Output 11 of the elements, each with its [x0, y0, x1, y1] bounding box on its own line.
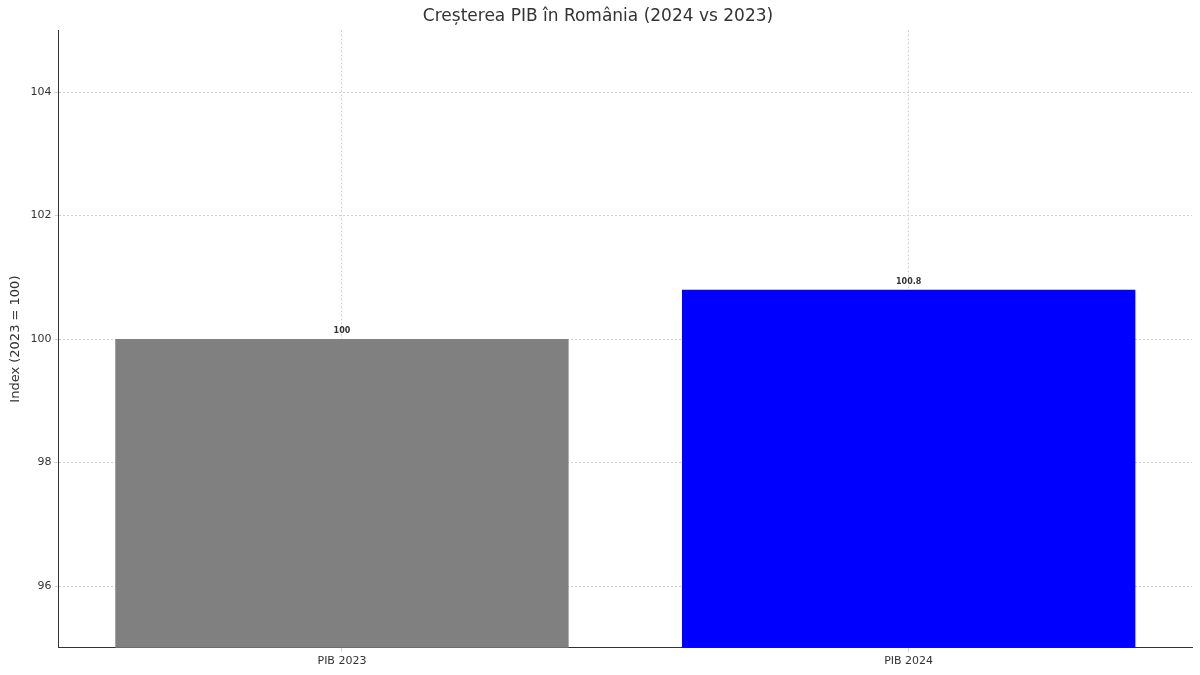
- y-tick-label: 100: [30, 331, 52, 345]
- y-tick-label: 98: [37, 455, 52, 469]
- data-label: 100: [333, 326, 351, 336]
- y-axis-title: Index (2023 = 100): [7, 275, 23, 403]
- x-tick-label: PIB 2024: [884, 654, 934, 668]
- data-label: 100.8: [895, 276, 922, 286]
- y-tick-label: 104: [30, 85, 52, 98]
- y-tick-label: 96: [37, 578, 52, 592]
- x-tick-label: PIB 2023: [317, 654, 367, 668]
- chart-title: Creșterea PIB în România (2024 vs 2023): [422, 4, 774, 25]
- y-tick-label: 102: [30, 208, 52, 222]
